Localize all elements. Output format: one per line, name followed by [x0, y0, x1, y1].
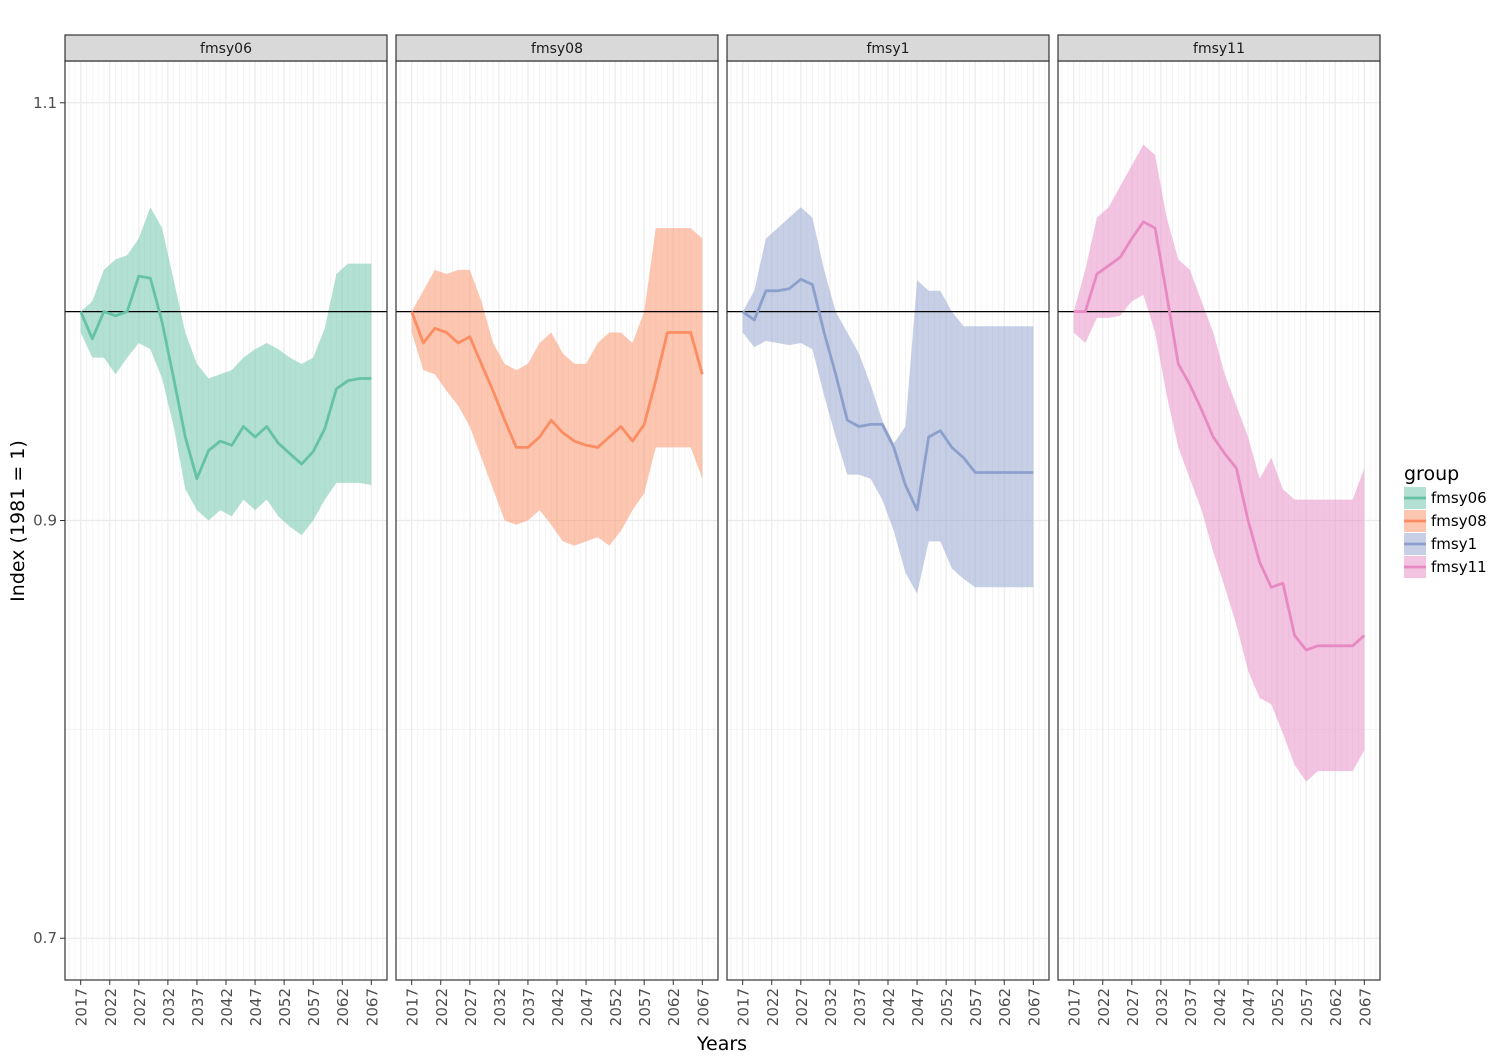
- y-tick-label: 0.7: [33, 929, 57, 947]
- x-tick-label: 2017: [404, 988, 422, 1026]
- x-tick-label: 2057: [1298, 988, 1316, 1026]
- panel-fmsy1: fmsy1 2017 2022 2027 2032 2037 2042 2047 2052 205…: [726, 34, 1050, 1026]
- legend-label-fmsy06: fmsy06: [1431, 489, 1487, 507]
- x-tick-label: 2042: [218, 988, 236, 1026]
- x-tick-label: 2032: [491, 988, 509, 1026]
- x-tick-label: 2062: [334, 988, 352, 1026]
- x-tick-label: 2067: [1356, 988, 1374, 1026]
- x-tick-label: 2027: [462, 988, 480, 1026]
- x-tick-label: 2062: [665, 988, 683, 1026]
- x-tick-label: 2042: [549, 988, 567, 1026]
- x-tick-label: 2042: [880, 988, 898, 1026]
- panel-fmsy11: fmsy11 2017 2022 2027 2032 2037 2042 2047 2052 20…: [1057, 34, 1381, 1026]
- x-tick-label: 2017: [735, 988, 753, 1026]
- x-tick-label: 2037: [1182, 988, 1200, 1026]
- x-tick-label: 2047: [578, 988, 596, 1026]
- panels-layer: fmsy06 2017 2022 2027 2032 2037 2042 2047 2052 20…: [64, 34, 1381, 1026]
- x-tick-label: 2022: [102, 988, 120, 1026]
- x-tick-label: 2017: [73, 988, 91, 1026]
- panel-fmsy06: fmsy06 2017 2022 2027 2032 2037 2042 2047 2052 20…: [64, 34, 388, 1026]
- strip-label-fmsy06: fmsy06: [200, 41, 252, 57]
- strip-label-fmsy08: fmsy08: [531, 41, 583, 57]
- x-tick-label: 2022: [764, 988, 782, 1026]
- confidence-ribbon-fmsy08: [411, 228, 703, 546]
- x-tick-label: 2027: [131, 988, 149, 1026]
- median-line-fmsy08: [410, 311, 704, 449]
- x-tick-label: 2037: [851, 988, 869, 1026]
- x-tick-label: 2052: [607, 988, 625, 1026]
- y-tick-label: 1.1: [33, 94, 57, 112]
- x-tick-label: 2032: [160, 988, 178, 1026]
- x-tick-label: 2027: [793, 988, 811, 1026]
- x-tick-label: 2067: [694, 988, 712, 1026]
- x-tick-label: 2022: [433, 988, 451, 1026]
- x-tick-label: 2062: [996, 988, 1014, 1026]
- x-tick-label: 2017: [1066, 988, 1084, 1026]
- strip-fmsy06: [64, 34, 388, 62]
- legend-label-fmsy08: fmsy08: [1431, 512, 1487, 530]
- x-tick-label: 2037: [520, 988, 538, 1026]
- x-tick-label: 2047: [1240, 988, 1258, 1026]
- x-tick-label: 2057: [636, 988, 654, 1026]
- median-line-fmsy06: [79, 274, 372, 481]
- x-tick-label: 2032: [1153, 988, 1171, 1026]
- legend-label-fmsy1: fmsy1: [1431, 535, 1477, 553]
- legend-title: group: [1404, 463, 1459, 485]
- x-tick-label: 2047: [909, 988, 927, 1026]
- confidence-ribbon-fmsy1: [742, 207, 1034, 594]
- median-line-fmsy11: [1073, 220, 1366, 652]
- x-tick-label: 2042: [1211, 988, 1229, 1026]
- median-line-fmsy1: [741, 277, 1034, 512]
- x-tick-label: 2067: [1025, 988, 1043, 1026]
- x-tick-label: 2052: [276, 988, 294, 1026]
- x-tick-label: 2047: [247, 988, 265, 1026]
- x-tick-label: 2032: [822, 988, 840, 1026]
- strip-fmsy08: [395, 34, 719, 62]
- x-tick-label: 2062: [1327, 988, 1345, 1026]
- x-tick-label: 2037: [189, 988, 207, 1026]
- x-tick-label: 2022: [1095, 988, 1113, 1026]
- legend-label-fmsy11: fmsy11: [1431, 558, 1487, 576]
- x-tick-label: 2057: [967, 988, 985, 1026]
- x-tick-label: 2067: [363, 988, 381, 1026]
- strip-fmsy11: [1057, 34, 1381, 62]
- y-axis-title: Index (1981 = 1): [7, 440, 29, 602]
- legend: group fmsy06 fmsy08 fmsy1 fmsy11: [1404, 463, 1487, 578]
- panel-fmsy08: fmsy08 2017 2022 2027 2032 2037 2042 2047 2052 20…: [395, 34, 719, 1026]
- y-tick-label: 0.9: [33, 512, 57, 530]
- x-tick-label: 2052: [1269, 988, 1287, 1026]
- x-axis-title: Years: [696, 1033, 747, 1055]
- x-tick-label: 2027: [1124, 988, 1142, 1026]
- y-axis: 0.7 0.9 1.1: [33, 94, 65, 947]
- strip-label-fmsy11: fmsy11: [1193, 41, 1245, 57]
- x-tick-label: 2057: [305, 988, 323, 1026]
- strip-label-fmsy1: fmsy1: [866, 41, 909, 57]
- x-tick-label: 2052: [938, 988, 956, 1026]
- strip-fmsy1: [726, 34, 1050, 62]
